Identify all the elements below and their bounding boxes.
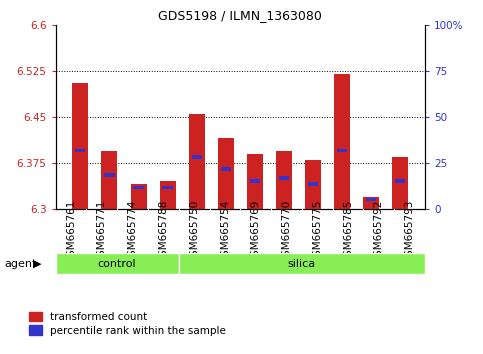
Bar: [189, 114, 205, 209]
Legend: transformed count, percentile rank within the sample: transformed count, percentile rank withi…: [29, 312, 226, 336]
Bar: [72, 83, 88, 209]
Text: GSM665793: GSM665793: [405, 199, 414, 263]
Text: GSM665771: GSM665771: [97, 199, 107, 263]
Text: GSM665750: GSM665750: [189, 199, 199, 263]
Bar: [101, 150, 117, 209]
Bar: [159, 181, 176, 209]
Bar: [305, 160, 321, 209]
Text: GSM665785: GSM665785: [343, 199, 353, 263]
Bar: [247, 154, 263, 209]
Text: GSM665775: GSM665775: [313, 199, 322, 263]
Bar: [279, 176, 289, 180]
Bar: [162, 185, 173, 189]
Text: GSM665769: GSM665769: [251, 199, 261, 263]
Bar: [192, 155, 202, 159]
Text: control: control: [98, 259, 136, 269]
Bar: [104, 173, 114, 177]
Text: GSM665770: GSM665770: [282, 199, 291, 263]
Bar: [337, 149, 347, 153]
Text: GSM665792: GSM665792: [374, 199, 384, 263]
Text: agent: agent: [5, 259, 37, 269]
Text: GSM665761: GSM665761: [66, 199, 76, 263]
Bar: [130, 184, 146, 209]
Bar: [75, 149, 85, 153]
Text: ▶: ▶: [33, 259, 42, 269]
Bar: [56, 253, 179, 274]
Text: GSM665774: GSM665774: [128, 199, 138, 263]
Bar: [363, 196, 379, 209]
Text: GSM665788: GSM665788: [158, 199, 168, 263]
Bar: [179, 253, 425, 274]
Bar: [276, 150, 292, 209]
Bar: [334, 74, 350, 209]
Bar: [308, 182, 318, 186]
Bar: [366, 198, 376, 201]
Bar: [395, 179, 405, 183]
Text: GSM665754: GSM665754: [220, 199, 230, 263]
Bar: [250, 179, 260, 183]
Title: GDS5198 / ILMN_1363080: GDS5198 / ILMN_1363080: [158, 9, 322, 22]
Bar: [218, 138, 234, 209]
Bar: [392, 157, 408, 209]
Bar: [221, 167, 231, 171]
Text: silica: silica: [288, 259, 316, 269]
Bar: [133, 185, 143, 189]
